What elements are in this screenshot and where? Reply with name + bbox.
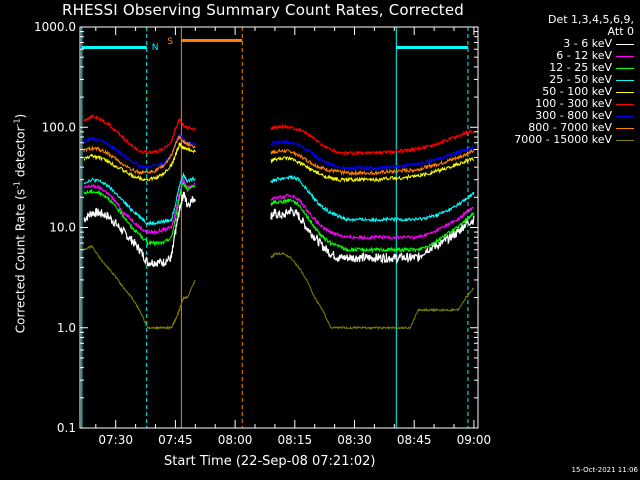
x-tick-label-2: 08:00	[218, 433, 253, 447]
legend-swatch	[616, 140, 634, 141]
legend-item: 12 - 25 keV	[486, 62, 638, 74]
y-tick-label-3: 1.0	[57, 321, 76, 335]
series-line-6-seg-0	[83, 133, 196, 170]
chart-title: RHESSI Observing Summary Count Rates, Co…	[62, 1, 465, 19]
legend-header-line1: Det 1,3,4,5,6,9,	[547, 13, 634, 26]
y-tick-label-0: 1000.0	[34, 20, 76, 34]
series-line-4-seg-0	[83, 142, 196, 182]
series-line-3-seg-0	[83, 172, 196, 227]
legend-item-label: 25 - 50 keV	[549, 73, 612, 86]
flag-label-saa: S	[167, 37, 173, 47]
legend-swatch	[616, 104, 634, 105]
flag-bar-night-0	[81, 46, 147, 49]
series-line-0-seg-0	[83, 191, 196, 268]
legend-item-label: 12 - 25 keV	[549, 61, 612, 74]
legend-item-label: 50 - 100 keV	[542, 85, 612, 98]
legend-item: 800 - 7000 keV	[486, 122, 638, 134]
legend-swatch	[616, 80, 634, 81]
legend-item: 25 - 50 keV	[486, 74, 638, 86]
y-tick-label-2: 10.0	[49, 221, 76, 235]
series-line-8-seg-0	[83, 244, 196, 330]
x-tick-label-4: 08:30	[337, 433, 372, 447]
legend-item-label: 6 - 12 keV	[556, 49, 612, 62]
legend-swatch	[616, 68, 634, 69]
legend-swatch	[616, 128, 634, 129]
legend-item-label: 7000 - 15000 keV	[514, 133, 612, 146]
series-line-6-seg-1	[270, 138, 475, 172]
x-tick-label-0: 07:30	[98, 433, 133, 447]
legend-item-label: 300 - 800 keV	[535, 109, 612, 122]
legend-item-label: 800 - 7000 keV	[528, 121, 612, 134]
series-line-3-seg-1	[270, 175, 475, 223]
legend-item-label: 100 - 300 keV	[535, 97, 612, 110]
legend-item: 7000 - 15000 keV	[486, 134, 638, 146]
legend-header-line2: Att 0	[607, 25, 634, 38]
legend-item-label: 3 - 6 keV	[563, 37, 612, 50]
legend-swatch	[616, 116, 634, 117]
y-axis-label: Corrected Count Rate (s-1 detector-1)	[12, 113, 28, 334]
plot-datestamp: 15-Oct-2021 11:06	[571, 466, 638, 474]
x-tick-label-3: 08:15	[278, 433, 313, 447]
legend-swatch	[616, 92, 634, 93]
legend-item: 100 - 300 keV	[486, 98, 638, 110]
legend-item: 300 - 800 keV	[486, 110, 638, 122]
legend: Det 1,3,4,5,6,9, Att 0 3 - 6 keV 6 - 12 k…	[486, 14, 638, 146]
series-line-7-seg-0	[83, 135, 196, 175]
flag-bar-saa-1	[181, 39, 243, 42]
legend-item: 50 - 100 keV	[486, 86, 638, 98]
series-line-4-seg-1	[270, 155, 475, 184]
y-tick-label-4: 0.1	[57, 421, 76, 435]
series-line-5-seg-1	[270, 123, 475, 157]
series-line-0-seg-1	[270, 206, 475, 265]
flag-label-night: N	[152, 43, 159, 53]
x-tick-label-1: 07:45	[158, 433, 193, 447]
series-line-5-seg-0	[83, 114, 196, 156]
legend-item: 6 - 12 keV	[486, 50, 638, 62]
series-line-2-seg-0	[83, 181, 196, 247]
x-tick-label-5: 08:45	[397, 433, 432, 447]
series-line-7-seg-1	[270, 148, 475, 177]
series-line-2-seg-1	[270, 198, 475, 254]
flag-bar-night-2	[396, 46, 468, 49]
x-axis-label: Start Time (22-Sep-08 07:21:02)	[164, 454, 376, 469]
series-line-1-seg-1	[270, 193, 475, 241]
x-tick-label-6: 09:00	[457, 433, 492, 447]
y-tick-label-1: 100.0	[42, 120, 76, 134]
legend-item: 3 - 6 keV	[486, 38, 638, 50]
legend-swatch	[616, 44, 634, 45]
series-line-8-seg-1	[270, 251, 475, 331]
legend-swatch	[616, 56, 634, 57]
